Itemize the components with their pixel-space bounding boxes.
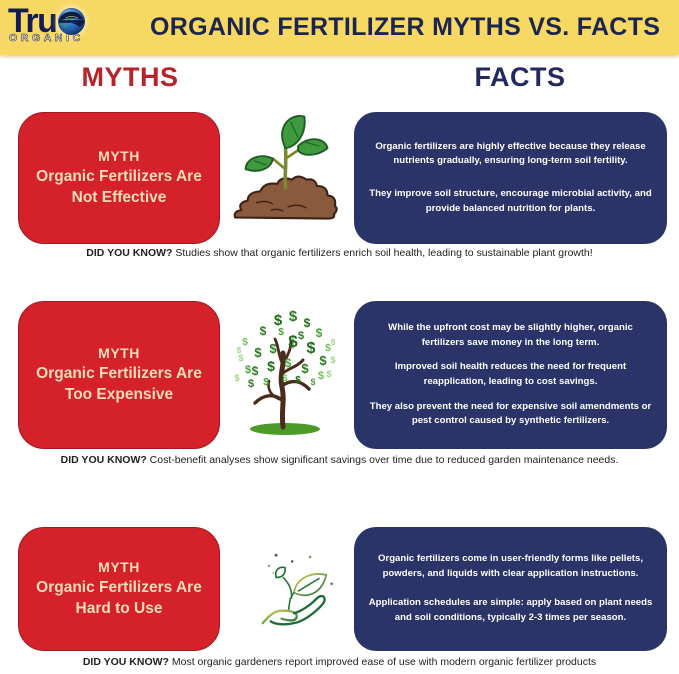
svg-text:$: $ bbox=[315, 326, 322, 340]
svg-text:$: $ bbox=[326, 369, 331, 379]
svg-text:$: $ bbox=[297, 330, 303, 342]
svg-text:$: $ bbox=[234, 373, 239, 383]
svg-text:$: $ bbox=[236, 346, 241, 355]
svg-text:$: $ bbox=[267, 358, 275, 374]
svg-text:$: $ bbox=[263, 377, 269, 388]
svg-text:$: $ bbox=[269, 341, 277, 356]
svg-text:$: $ bbox=[306, 340, 315, 357]
svg-text:$: $ bbox=[288, 308, 297, 325]
svg-text:$: $ bbox=[319, 353, 327, 368]
svg-text:$: $ bbox=[278, 327, 284, 338]
svg-text:$: $ bbox=[254, 345, 262, 360]
svg-text:$: $ bbox=[242, 337, 248, 348]
svg-text:$: $ bbox=[282, 373, 287, 383]
svg-text:$: $ bbox=[303, 316, 310, 330]
svg-text:$: $ bbox=[301, 361, 309, 376]
svg-text:$: $ bbox=[247, 378, 253, 390]
svg-text:$: $ bbox=[259, 324, 266, 338]
svg-text:$: $ bbox=[244, 364, 250, 376]
svg-text:$: $ bbox=[330, 338, 335, 347]
svg-text:$: $ bbox=[251, 364, 258, 378]
svg-text:$: $ bbox=[288, 332, 298, 351]
svg-text:$: $ bbox=[295, 375, 301, 386]
svg-text:$: $ bbox=[310, 377, 315, 387]
svg-text:$: $ bbox=[330, 355, 335, 365]
svg-text:$: $ bbox=[317, 370, 323, 382]
svg-text:$: $ bbox=[284, 356, 291, 370]
